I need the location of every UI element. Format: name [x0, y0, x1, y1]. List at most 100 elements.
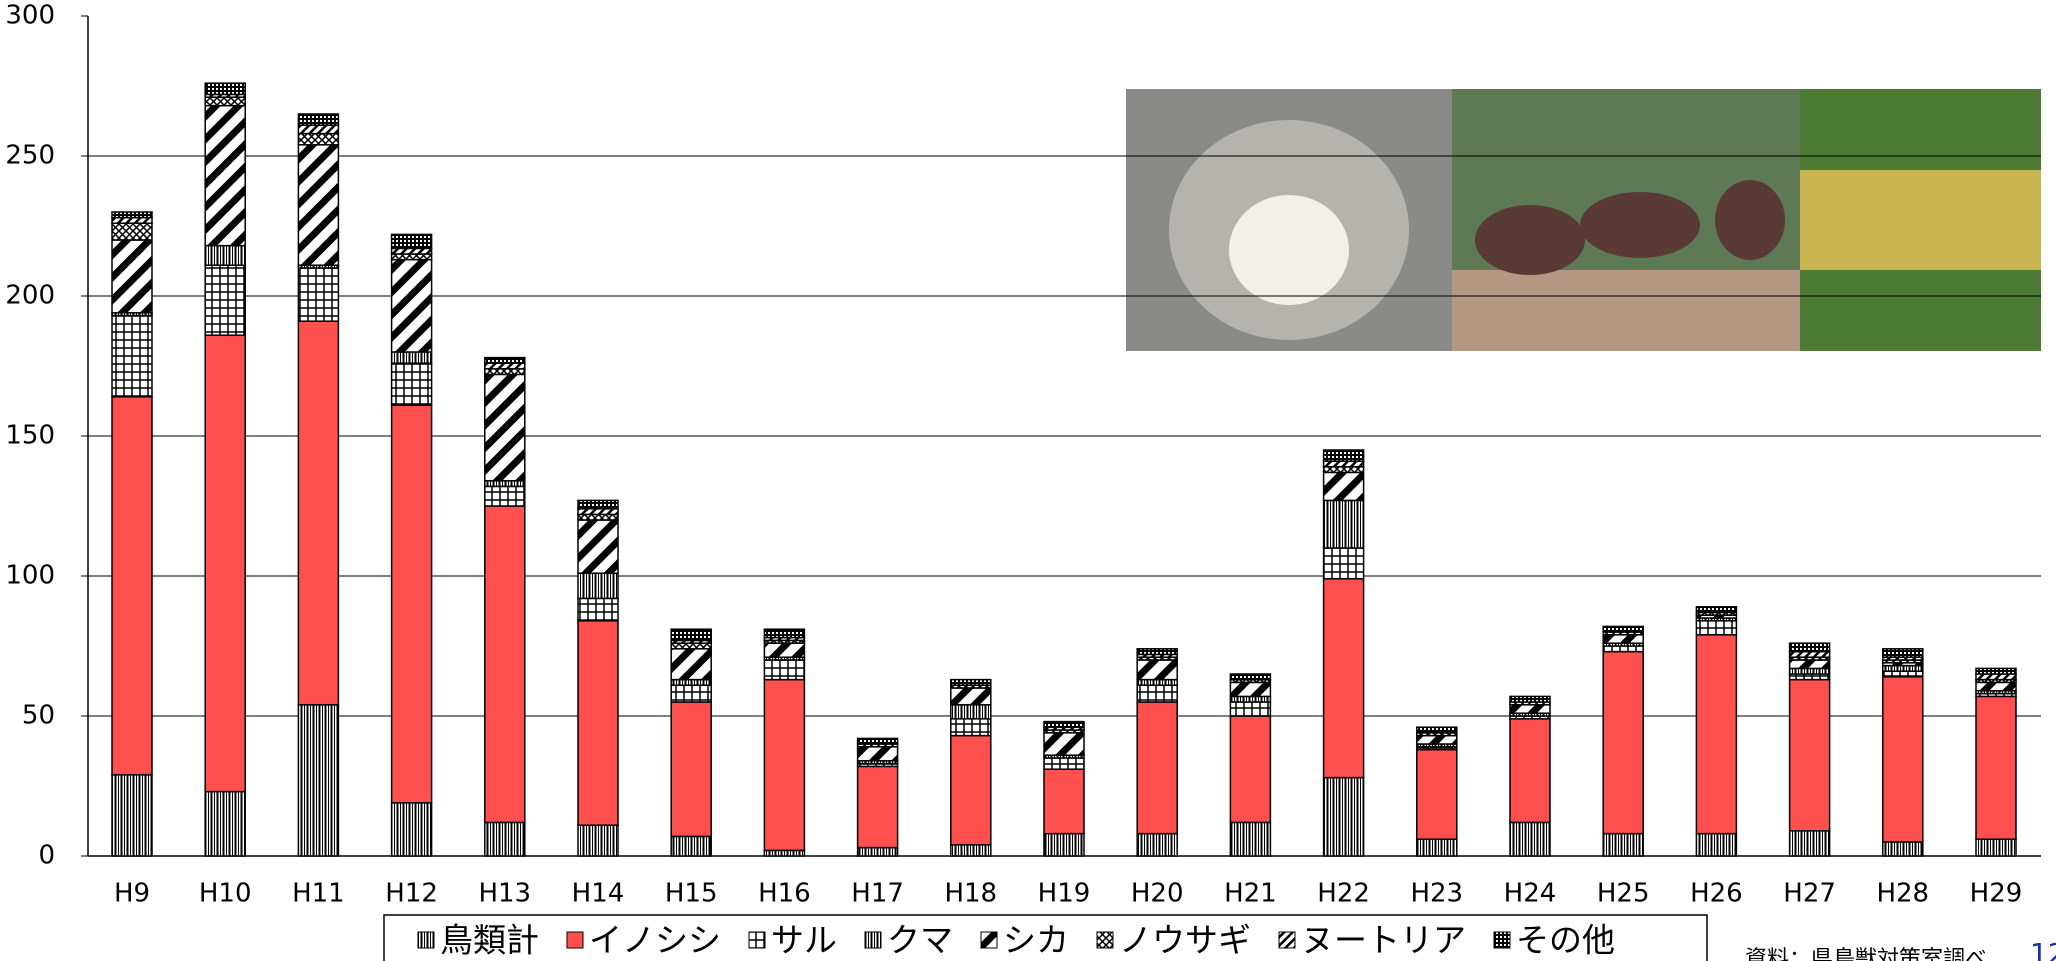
bar-segment	[1976, 839, 2016, 856]
bar-segment	[1510, 822, 1550, 856]
bar-segment	[1603, 652, 1643, 834]
legend-swatch	[418, 932, 434, 948]
x-tick-label: H12	[385, 879, 438, 909]
bar-segment	[298, 145, 338, 265]
bar-segment	[1696, 607, 1736, 613]
y-tick-label: 200	[5, 281, 55, 311]
bar-segment	[485, 822, 525, 856]
bar-segment	[951, 680, 991, 686]
bar-segment	[392, 254, 432, 260]
bar-segment	[1230, 696, 1270, 702]
bar-segment	[671, 680, 711, 686]
bar-segment	[205, 792, 245, 856]
bar-segment	[298, 321, 338, 705]
legend-swatch	[865, 932, 881, 948]
bar-segment	[1137, 680, 1177, 686]
bar-segment	[112, 212, 152, 218]
legend-label: 鳥類計	[440, 921, 539, 960]
bar-segment	[392, 405, 432, 803]
bar-segment	[112, 775, 152, 856]
bar-segment	[858, 747, 898, 761]
legend-swatch	[981, 932, 997, 948]
x-tick-label: H25	[1597, 879, 1650, 909]
bar-segment	[205, 265, 245, 335]
bar-segment	[1324, 579, 1364, 778]
bar-segment	[1510, 696, 1550, 702]
bar-segment	[1137, 702, 1177, 834]
x-tick-label: H29	[1970, 879, 2023, 909]
x-tick-label: H17	[851, 879, 904, 909]
bar-segment	[485, 486, 525, 506]
bar-segment	[205, 83, 245, 94]
legend-label: シカ	[1003, 921, 1069, 960]
bar-segment	[1044, 758, 1084, 769]
legend-label: イノシシ	[589, 921, 721, 960]
x-tick-label: H19	[1038, 879, 1091, 909]
source: 資料：県鳥獣対策室調べ	[1745, 947, 1987, 961]
legend-label: サル	[771, 921, 837, 960]
bar-segment	[951, 845, 991, 856]
legend-label: ヌートリア	[1301, 921, 1466, 960]
bar-segment	[1324, 472, 1364, 500]
bar-segment	[858, 738, 898, 744]
bar-segment	[671, 643, 711, 649]
bar-segment	[205, 246, 245, 266]
bar-segment	[205, 335, 245, 791]
x-tick-label: H20	[1131, 879, 1184, 909]
bar-segment	[205, 97, 245, 105]
bar-segment	[1417, 727, 1457, 733]
bar-segment	[298, 705, 338, 856]
x-tick-label: H18	[944, 879, 997, 909]
bar-segment	[112, 240, 152, 313]
bar-segment	[392, 803, 432, 856]
bar-segment	[1324, 467, 1364, 473]
x-tick-label: H13	[478, 879, 531, 909]
bar-segment	[485, 363, 525, 369]
bar-segment	[858, 766, 898, 847]
bar-segment	[1137, 649, 1177, 655]
bar-segment	[671, 702, 711, 836]
legend-swatch	[749, 932, 765, 948]
x-tick-label: H11	[292, 879, 345, 909]
bar-segment	[1790, 674, 1830, 680]
legend-label: クマ	[887, 921, 953, 960]
bar-segment	[578, 509, 618, 515]
bar-segment	[392, 248, 432, 254]
bar-segment	[112, 397, 152, 775]
bar-segment	[298, 134, 338, 145]
bar-segment	[1417, 750, 1457, 840]
bar-segment	[1137, 660, 1177, 680]
bar-segment	[764, 680, 804, 851]
bar-segment	[1883, 677, 1923, 842]
bar-segment	[578, 573, 618, 598]
bar-segment	[1417, 839, 1457, 856]
bar-segment	[1044, 733, 1084, 755]
bar-segment	[951, 719, 991, 736]
bar-segment	[1976, 668, 2016, 674]
bar-segment	[1044, 722, 1084, 728]
bar-segment	[1883, 649, 1923, 657]
y-tick-label: 100	[5, 561, 55, 591]
bar-segment	[1324, 778, 1364, 856]
bar-segment	[1790, 668, 1830, 674]
bar-segment	[578, 598, 618, 620]
x-tick-label: H15	[665, 879, 718, 909]
legend-swatch	[567, 932, 583, 948]
bar-segment	[1230, 682, 1270, 696]
x-tick-label: H10	[199, 879, 252, 909]
bar-segment	[578, 520, 618, 573]
bar-segment	[1324, 461, 1364, 467]
bar-segment	[112, 223, 152, 240]
bar-segment	[392, 234, 432, 248]
bar-segment	[1603, 646, 1643, 652]
x-tick-label: H9	[114, 879, 150, 909]
bar-segment	[1883, 666, 1923, 672]
bar-segment	[1230, 822, 1270, 856]
bar-segment	[1603, 635, 1643, 643]
bar-segment	[392, 260, 432, 352]
bar-segment	[671, 629, 711, 640]
bar-segment	[951, 688, 991, 705]
bar-segment	[485, 358, 525, 364]
bar-segment	[392, 352, 432, 363]
bar-segment	[951, 736, 991, 845]
